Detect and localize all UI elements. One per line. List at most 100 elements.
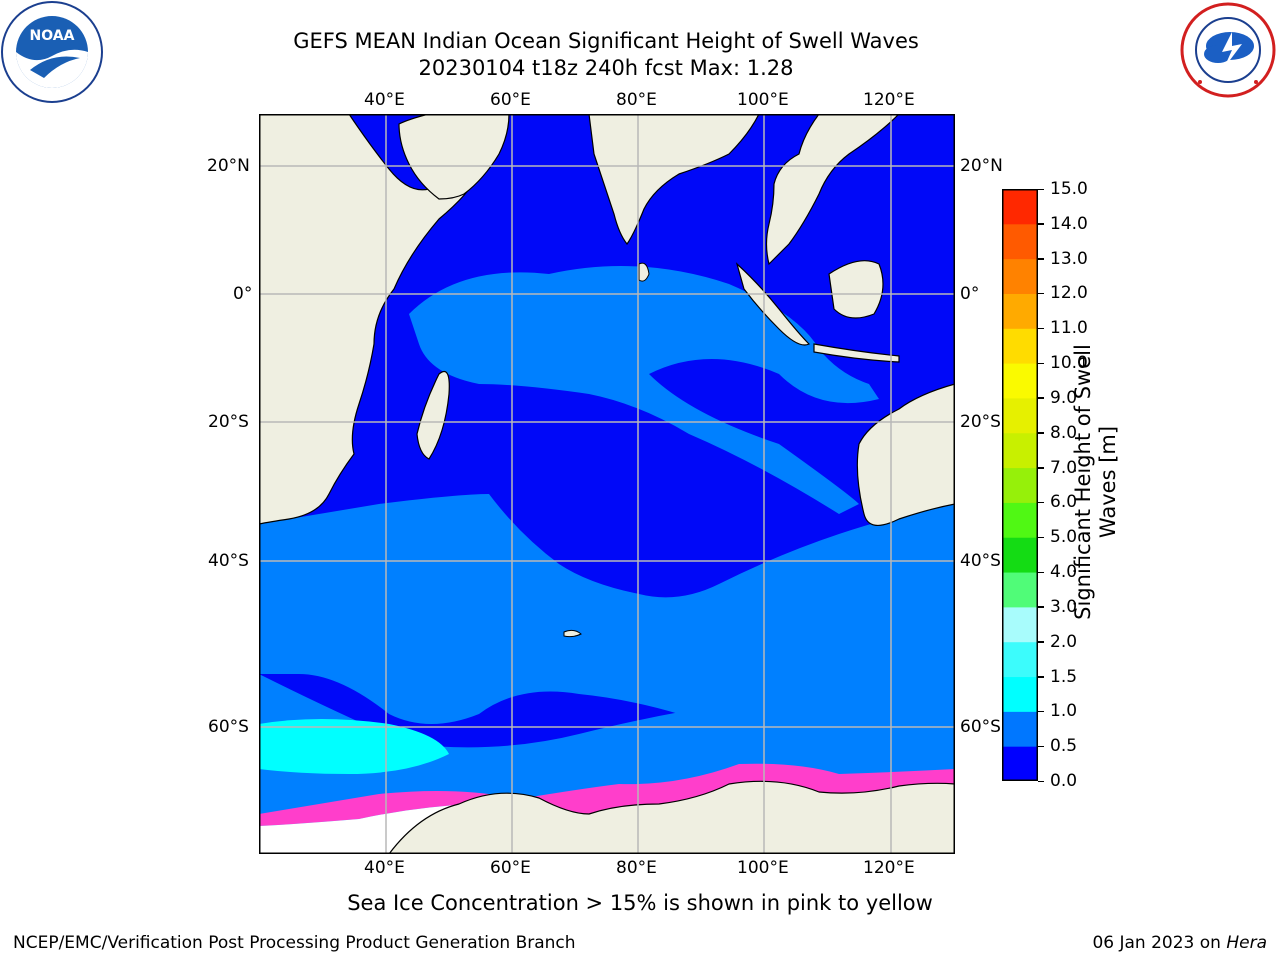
lat-tick-right-20n: 20°N <box>960 156 1003 176</box>
colorbar-tick-label: 11.0 <box>1050 318 1088 339</box>
colorbar-tick-mark <box>1038 432 1044 434</box>
colorbar-tick-mark <box>1038 223 1044 225</box>
colorbar-segment <box>1002 606 1038 643</box>
lon-tick-top-100e: 100°E <box>737 90 789 110</box>
swell-band-southern <box>259 494 955 782</box>
map-svg <box>258 113 956 855</box>
colorbar-tick-mark <box>1038 327 1044 330</box>
lat-tick-left-0: 0° <box>233 284 253 304</box>
colorbar-tick-mark <box>1038 501 1044 504</box>
colorbar-segment <box>1002 502 1038 538</box>
colorbar-segment <box>1002 537 1038 573</box>
colorbar-tick-label: 12.0 <box>1050 283 1088 304</box>
kerguelen-island <box>563 629 582 638</box>
lat-tick-left-20s: 20°S <box>208 412 249 432</box>
lat-tick-right-20s: 20°S <box>960 412 1001 432</box>
colorbar-tick-label: 15.0 <box>1050 179 1088 199</box>
colorbar-tick-mark <box>1038 188 1044 190</box>
footer-date: 06 Jan 2023 on Hera <box>1092 933 1267 953</box>
colorbar-tick-mark <box>1038 641 1044 643</box>
lon-tick-bottom-60e: 60°E <box>490 858 531 878</box>
colorbar-tick-label: 13.0 <box>1050 248 1088 269</box>
lon-tick-bottom-120e: 120°E <box>863 858 915 878</box>
map-gridlines <box>259 114 955 854</box>
sri-lanka-land <box>638 262 650 282</box>
sea-ice-edge <box>259 763 955 826</box>
borneo-land <box>828 260 884 319</box>
colorbar-label-line1: Significant Height of Swell <box>1071 344 1095 620</box>
footer-date-text: 06 Jan 2023 on <box>1092 933 1227 953</box>
colorbar-tick-mark <box>1038 710 1044 713</box>
australia-land <box>856 383 956 526</box>
colorbar-tick-mark <box>1038 467 1044 469</box>
lon-tick-top-60e: 60°E <box>490 90 531 110</box>
swell-band-equatorial <box>409 266 879 514</box>
colorbar-frame <box>1002 189 1038 781</box>
colorbar-tick-mark <box>1038 536 1044 539</box>
lat-tick-right-60s: 60°S <box>960 717 1001 737</box>
nws-logo <box>1180 2 1276 98</box>
lon-tick-bottom-100e: 100°E <box>737 858 789 878</box>
lat-tick-right-40s: 40°S <box>960 551 1001 571</box>
colorbar-tick-label: 4.0 <box>1050 562 1078 583</box>
colorbar-segment <box>1002 467 1038 503</box>
colorbar-segment <box>1002 676 1038 712</box>
colorbar-tick-mark <box>1038 362 1044 365</box>
madagascar-land <box>416 370 450 460</box>
swell-cyan-patch <box>259 719 449 774</box>
arabia-land <box>398 113 510 200</box>
lat-tick-right-0: 0° <box>960 284 980 304</box>
colorbar-segment <box>1002 189 1038 225</box>
colorbar-tick-mark <box>1038 745 1044 748</box>
colorbar <box>1002 189 1038 782</box>
colorbar-segment <box>1002 363 1038 399</box>
lon-tick-bottom-80e: 80°E <box>616 858 657 878</box>
noaa-logo-text: NOAA <box>30 28 75 44</box>
colorbar-tick-mark <box>1038 780 1044 782</box>
colorbar-tick-mark <box>1038 571 1044 574</box>
colorbar-tick-label: 9.0 <box>1050 387 1078 408</box>
colorbar-tick-label: 1.0 <box>1050 701 1078 722</box>
colorbar-tick-label: 7.0 <box>1050 457 1078 478</box>
sea-ice-caption: Sea Ice Concentration > 15% is shown in … <box>347 891 933 915</box>
colorbar-tick-label: 6.0 <box>1050 492 1078 513</box>
colorbar-segment <box>1002 223 1038 260</box>
antarctica-land <box>387 780 956 855</box>
colorbar-segment <box>1002 641 1038 678</box>
colorbar-segment <box>1002 432 1038 469</box>
colorbar-tick-label: 2.0 <box>1050 631 1078 652</box>
lat-tick-left-20n: 20°N <box>207 156 250 176</box>
lon-tick-top-120e: 120°E <box>863 90 915 110</box>
colorbar-segment <box>1002 711 1038 747</box>
lon-tick-top-80e: 80°E <box>616 90 657 110</box>
southeast-asia-land <box>765 113 901 266</box>
chart-title-line2: 20230104 t18z 240h fcst Max: 1.28 <box>418 56 794 80</box>
lat-tick-left-60s: 60°S <box>208 717 249 737</box>
java-land <box>813 343 900 363</box>
colorbar-segment <box>1002 397 1038 434</box>
noaa-logo: NOAA <box>0 0 104 104</box>
colorbar-tick-mark <box>1038 258 1044 260</box>
colorbar-tick-mark <box>1038 292 1044 295</box>
india-land <box>588 113 760 246</box>
colorbar-tick-label: 10.0 <box>1050 353 1088 374</box>
colorbar-segment <box>1002 746 1038 782</box>
chart-title-line1: GEFS MEAN Indian Ocean Significant Heigh… <box>293 29 919 53</box>
colorbar-tick-label: 8.0 <box>1050 422 1078 443</box>
footer-producer: NCEP/EMC/Verification Post Processing Pr… <box>13 933 576 953</box>
colorbar-segment <box>1002 328 1038 364</box>
colorbar-label-line2: Waves [m] <box>1096 425 1120 539</box>
map-panel <box>258 113 956 855</box>
colorbar-tick-label: 5.0 <box>1050 527 1078 548</box>
map-frame <box>259 114 955 854</box>
colorbar-tick-label: 0.0 <box>1050 771 1078 791</box>
lon-tick-bottom-40e: 40°E <box>364 858 405 878</box>
colorbar-tick-mark <box>1038 606 1044 608</box>
colorbar-tick-label: 1.5 <box>1050 666 1078 687</box>
colorbar-segment <box>1002 258 1038 294</box>
colorbar-tick-mark <box>1038 397 1044 399</box>
lon-tick-top-40e: 40°E <box>364 90 405 110</box>
swell-band-east <box>799 634 955 714</box>
colorbar-segment <box>1002 572 1038 608</box>
lat-tick-left-40s: 40°S <box>208 551 249 571</box>
